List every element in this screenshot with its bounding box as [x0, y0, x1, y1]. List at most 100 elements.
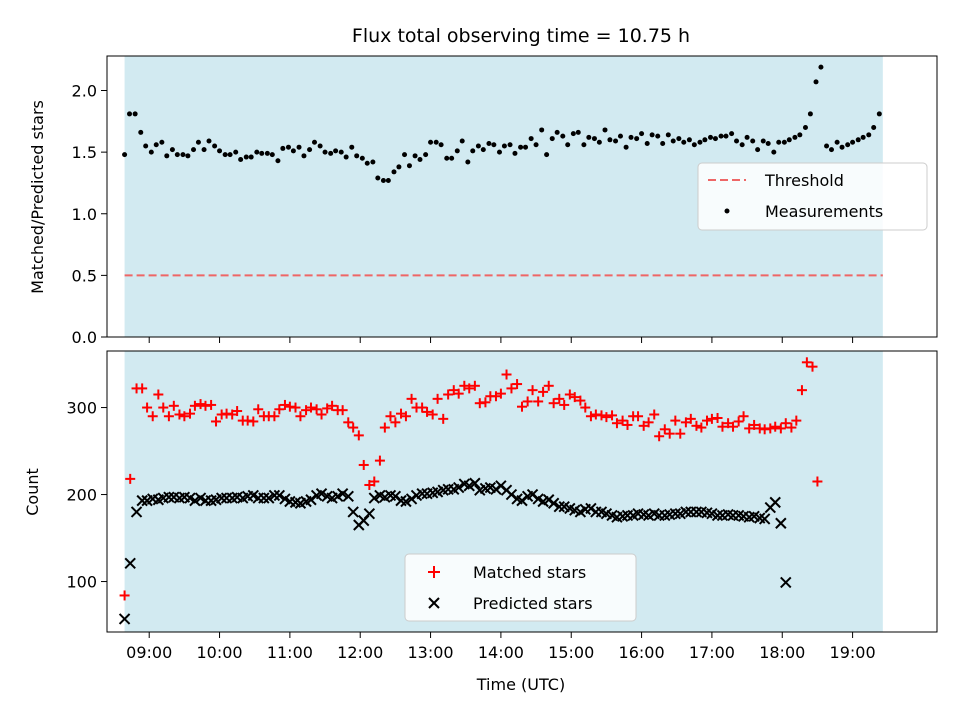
- matched-star-point: [801, 357, 812, 368]
- measurement-point: [290, 148, 296, 154]
- measurement-point: [649, 132, 655, 138]
- predicted-legend-label: Predicted stars: [473, 594, 593, 613]
- matched-star-point: [358, 459, 369, 470]
- measurement-point: [660, 141, 666, 147]
- measurement-point: [438, 142, 444, 148]
- matched-star-point: [501, 369, 512, 380]
- measurement-point: [866, 132, 872, 138]
- measurement-point: [496, 149, 502, 155]
- matched-star-point: [765, 423, 776, 434]
- matched-star-point: [279, 399, 290, 410]
- measurement-point: [686, 137, 692, 143]
- measurement-point: [380, 177, 386, 183]
- measurement-point: [813, 79, 819, 85]
- measurement-point: [227, 152, 233, 158]
- measurement-point: [518, 144, 524, 150]
- measurement-point: [333, 148, 339, 154]
- matched-star-point: [248, 416, 259, 427]
- predicted-star-point: [490, 483, 502, 496]
- count-legend: Matched stars Predicted stars: [404, 553, 637, 622]
- measurement-point: [565, 142, 571, 148]
- measurement-point: [712, 136, 718, 142]
- matched-star-point: [232, 406, 243, 417]
- measurement-point: [174, 152, 180, 158]
- measurement-point: [269, 152, 275, 158]
- measurement-point: [180, 152, 186, 158]
- matched-star-point: [670, 415, 681, 426]
- y-tick-label: 200: [66, 486, 97, 505]
- matched-star-point: [147, 411, 158, 422]
- measurement-point: [470, 148, 476, 154]
- x-tick-label: 09:00: [126, 643, 172, 662]
- matched-star-point: [543, 380, 554, 391]
- measurement-point: [554, 129, 560, 135]
- measurement-point: [708, 134, 714, 140]
- matched-star-point: [575, 395, 586, 406]
- matched-star-point: [733, 416, 744, 427]
- measurement-point: [417, 157, 423, 163]
- predicted-star-point: [368, 492, 380, 504]
- matched-star-point: [701, 415, 712, 426]
- predicted-star-point: [543, 494, 555, 506]
- measurement-point: [370, 159, 376, 165]
- matched-star-point: [596, 410, 607, 421]
- x-tick-label: 18:00: [759, 643, 805, 662]
- predicted-star-point: [769, 496, 781, 509]
- matched-star-point: [379, 422, 390, 433]
- measurement-point: [164, 153, 170, 159]
- measurement-point: [185, 153, 191, 159]
- measurement-point: [328, 150, 334, 156]
- count-panel-ticks: 09:00 10:00 11:00 12:00 13:00 14:00 15:00 16:00…: [66, 399, 875, 662]
- x-tick-label: 13:00: [408, 643, 454, 662]
- matched-star-point: [343, 417, 354, 428]
- predicted-star-point: [400, 495, 412, 508]
- measurement-point: [233, 149, 239, 155]
- matched-star-point: [580, 402, 591, 413]
- measurement-point: [771, 149, 777, 155]
- matched-star-point: [348, 422, 359, 433]
- matched-star-point: [163, 411, 174, 422]
- measurement-point: [818, 64, 824, 70]
- measurement-points: [122, 64, 882, 183]
- x-axis-label: Time (UTC): [476, 675, 565, 694]
- measurement-point: [639, 131, 645, 137]
- predicted-star-point: [189, 494, 201, 507]
- count-panel-frame: [106, 350, 938, 633]
- predicted-star-point: [163, 491, 175, 503]
- measurement-point: [575, 129, 581, 135]
- predicted-star-point: [273, 489, 286, 502]
- measurement-point: [718, 133, 724, 139]
- matched-star-point: [158, 402, 169, 413]
- measurement-point: [607, 137, 613, 143]
- measurement-point: [433, 139, 439, 145]
- matched-star-point: [179, 411, 190, 422]
- predicted-star-point: [405, 493, 418, 505]
- measurement-point: [602, 127, 608, 133]
- matched-star-point: [142, 402, 153, 413]
- y-tick-label: 2.0: [72, 82, 97, 101]
- measurement-point: [501, 143, 507, 149]
- measurement-point: [729, 131, 735, 137]
- matched-star-point: [125, 473, 136, 484]
- measurement-point: [507, 142, 513, 148]
- measurement-point: [238, 157, 244, 163]
- measurement-point: [275, 158, 281, 164]
- measurement-point: [860, 134, 866, 140]
- predicted-star-point: [690, 506, 703, 518]
- matched-star-point: [269, 411, 280, 422]
- measurement-point: [617, 133, 623, 139]
- measurement-point: [739, 142, 745, 148]
- measurement-point: [570, 131, 576, 137]
- measurement-point: [248, 154, 254, 160]
- matched-star-point: [274, 404, 285, 415]
- matched-star-point: [569, 392, 580, 403]
- matched-star-point: [400, 411, 411, 422]
- measurement-point: [349, 144, 355, 150]
- measurement-point: [217, 148, 223, 154]
- matched-star-point: [337, 405, 348, 416]
- predicted-star-point: [347, 506, 359, 518]
- measurement-point: [528, 136, 534, 142]
- threshold-legend-label: Threshold: [764, 171, 844, 190]
- predicted-star-point: [758, 513, 771, 525]
- matched-star-point: [601, 412, 612, 423]
